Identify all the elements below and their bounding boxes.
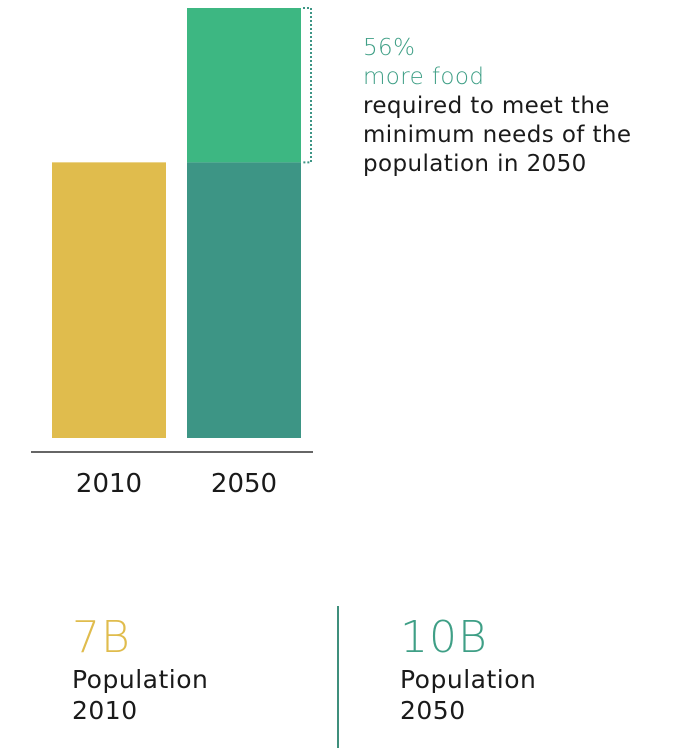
- stat-2050: 10B Population 2050: [400, 612, 536, 726]
- increase-headline: more food: [363, 64, 485, 90]
- increase-percent: 56%: [363, 35, 416, 61]
- bar-2010: [52, 162, 166, 438]
- bar-2050-increase: [187, 8, 301, 163]
- stat-value-2050: 10B: [400, 612, 488, 663]
- increase-annotation: 56% more food required to meet the minim…: [363, 34, 683, 179]
- tick-label-2010: 2010: [76, 469, 142, 499]
- stat-year-2010: 2010: [72, 696, 138, 725]
- stat-2010: 7B Population 2010: [72, 612, 208, 726]
- stat-label-2050: Population: [400, 665, 537, 694]
- bar-2050-base: [187, 162, 301, 438]
- increase-bracket: [303, 7, 312, 164]
- stat-label-2010: Population: [72, 665, 209, 694]
- stat-year-2050: 2050: [400, 696, 466, 725]
- stat-value-2010: 7B: [72, 612, 131, 663]
- stats-divider: [337, 606, 339, 748]
- increase-description: required to meet the minimum needs of th…: [363, 93, 632, 177]
- tick-label-2050: 2050: [211, 469, 277, 499]
